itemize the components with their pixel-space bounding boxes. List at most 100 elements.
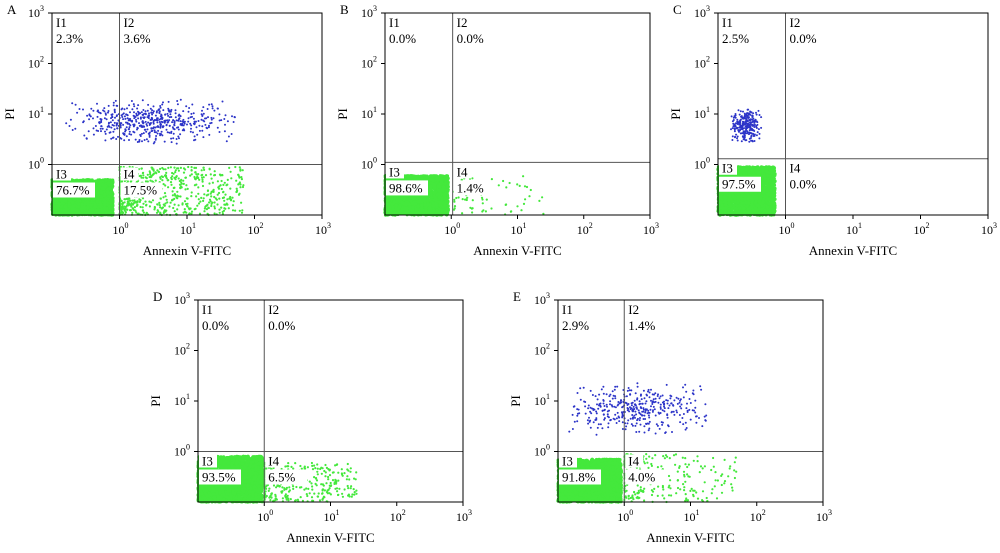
quadrant-i2: I20.0% <box>457 15 484 46</box>
y-tick-label: 100 <box>28 156 44 172</box>
quadrant-i2: I21.4% <box>628 302 655 333</box>
y-axis-label: PI <box>668 108 683 120</box>
scatter-points <box>50 99 244 217</box>
quadrant-value: 2.5% <box>722 31 749 46</box>
y-tick-label: 100 <box>361 156 377 172</box>
panel-label: C <box>673 2 682 17</box>
y-axis-label: PI <box>508 395 523 407</box>
quadrant-i1: I10.0% <box>389 15 416 46</box>
x-axis-label: Annexin V-FITC <box>143 243 231 258</box>
x-tick-label: 100 <box>779 221 795 237</box>
x-tick-label: 103 <box>315 221 331 237</box>
y-tick-label: 103 <box>28 4 44 20</box>
quadrant-value: 98.6% <box>389 180 423 195</box>
panel-label: E <box>513 289 521 304</box>
x-tick-label: 101 <box>684 508 700 524</box>
quadrant-value: 91.8% <box>562 470 596 485</box>
quadrant-name: I2 <box>124 15 135 30</box>
quadrant-name: I1 <box>562 302 573 317</box>
quadrant-value: 1.4% <box>457 180 484 195</box>
y-tick-label: 103 <box>534 291 550 307</box>
quadrant-name: I4 <box>457 164 468 179</box>
panel-label: A <box>7 2 17 17</box>
quadrant-name: I1 <box>202 302 213 317</box>
y-tick-label: 102 <box>361 55 377 71</box>
quadrant-name: I3 <box>56 167 67 182</box>
quadrant-i1: I10.0% <box>202 302 229 333</box>
quadrant-name: I4 <box>124 167 135 182</box>
quadrant-name: I1 <box>389 15 400 30</box>
quadrant-name: I4 <box>268 454 279 469</box>
y-axis-label: PI <box>148 395 163 407</box>
y-tick-label: 103 <box>174 291 190 307</box>
x-tick-label: 102 <box>577 221 593 237</box>
x-tick-label: 103 <box>981 221 997 237</box>
quadrant-name: I2 <box>790 15 801 30</box>
x-axis-label: Annexin V-FITC <box>286 530 374 545</box>
x-tick-label: 103 <box>643 221 659 237</box>
quadrant-i1: I12.5% <box>722 15 749 46</box>
quadrant-name: I3 <box>562 454 573 469</box>
x-tick-label: 101 <box>846 221 862 237</box>
x-tick-label: 100 <box>257 508 273 524</box>
quadrant-i4: I40.0% <box>787 161 829 192</box>
quadrant-value: 6.5% <box>268 470 295 485</box>
x-tick-label: 101 <box>180 221 196 237</box>
quadrant-name: I2 <box>268 302 279 317</box>
y-tick-label: 101 <box>174 392 190 408</box>
x-tick-label: 101 <box>324 508 340 524</box>
y-axis-label: PI <box>2 108 17 120</box>
x-axis-label: Annexin V-FITC <box>473 243 561 258</box>
y-tick-label: 101 <box>28 105 44 121</box>
y-tick-label: 103 <box>694 4 710 20</box>
quadrant-value: 4.0% <box>628 470 655 485</box>
y-tick-label: 101 <box>534 392 550 408</box>
quadrant-i2: I20.0% <box>790 15 817 46</box>
x-axis-label: Annexin V-FITC <box>646 530 734 545</box>
quadrant-value: 0.0% <box>790 177 817 192</box>
scatter-points <box>556 382 737 503</box>
quadrant-value: 17.5% <box>124 183 158 198</box>
quadrant-value: 1.4% <box>628 318 655 333</box>
y-tick-label: 100 <box>694 156 710 172</box>
panel-label: D <box>153 289 162 304</box>
quadrant-name: I2 <box>628 302 639 317</box>
quadrant-value: 2.9% <box>562 318 589 333</box>
x-tick-label: 102 <box>248 221 264 237</box>
x-tick-label: 100 <box>113 221 129 237</box>
x-tick-label: 103 <box>456 508 472 524</box>
quadrant-name: I1 <box>56 15 67 30</box>
x-tick-label: 102 <box>750 508 766 524</box>
population-pi-positive <box>568 382 707 436</box>
y-tick-label: 101 <box>361 105 377 121</box>
x-tick-label: 102 <box>390 508 406 524</box>
x-tick-label: 100 <box>617 508 633 524</box>
x-tick-label: 103 <box>816 508 832 524</box>
quadrant-value: 76.7% <box>56 183 90 198</box>
y-tick-label: 101 <box>694 105 710 121</box>
quadrant-name: I4 <box>628 454 639 469</box>
quadrant-i1: I12.3% <box>56 15 83 46</box>
quadrant-name: I3 <box>722 161 733 176</box>
quadrant-value: 2.3% <box>56 31 83 46</box>
quadrant-value: 93.5% <box>202 470 236 485</box>
y-tick-label: 102 <box>534 342 550 358</box>
quadrant-value: 0.0% <box>389 31 416 46</box>
quadrant-value: 0.0% <box>268 318 295 333</box>
panel-label: B <box>340 2 349 17</box>
y-tick-label: 102 <box>694 55 710 71</box>
x-tick-label: 100 <box>444 221 460 237</box>
quadrant-value: 3.6% <box>124 31 151 46</box>
y-tick-label: 102 <box>174 342 190 358</box>
quadrant-i2: I23.6% <box>124 15 151 46</box>
